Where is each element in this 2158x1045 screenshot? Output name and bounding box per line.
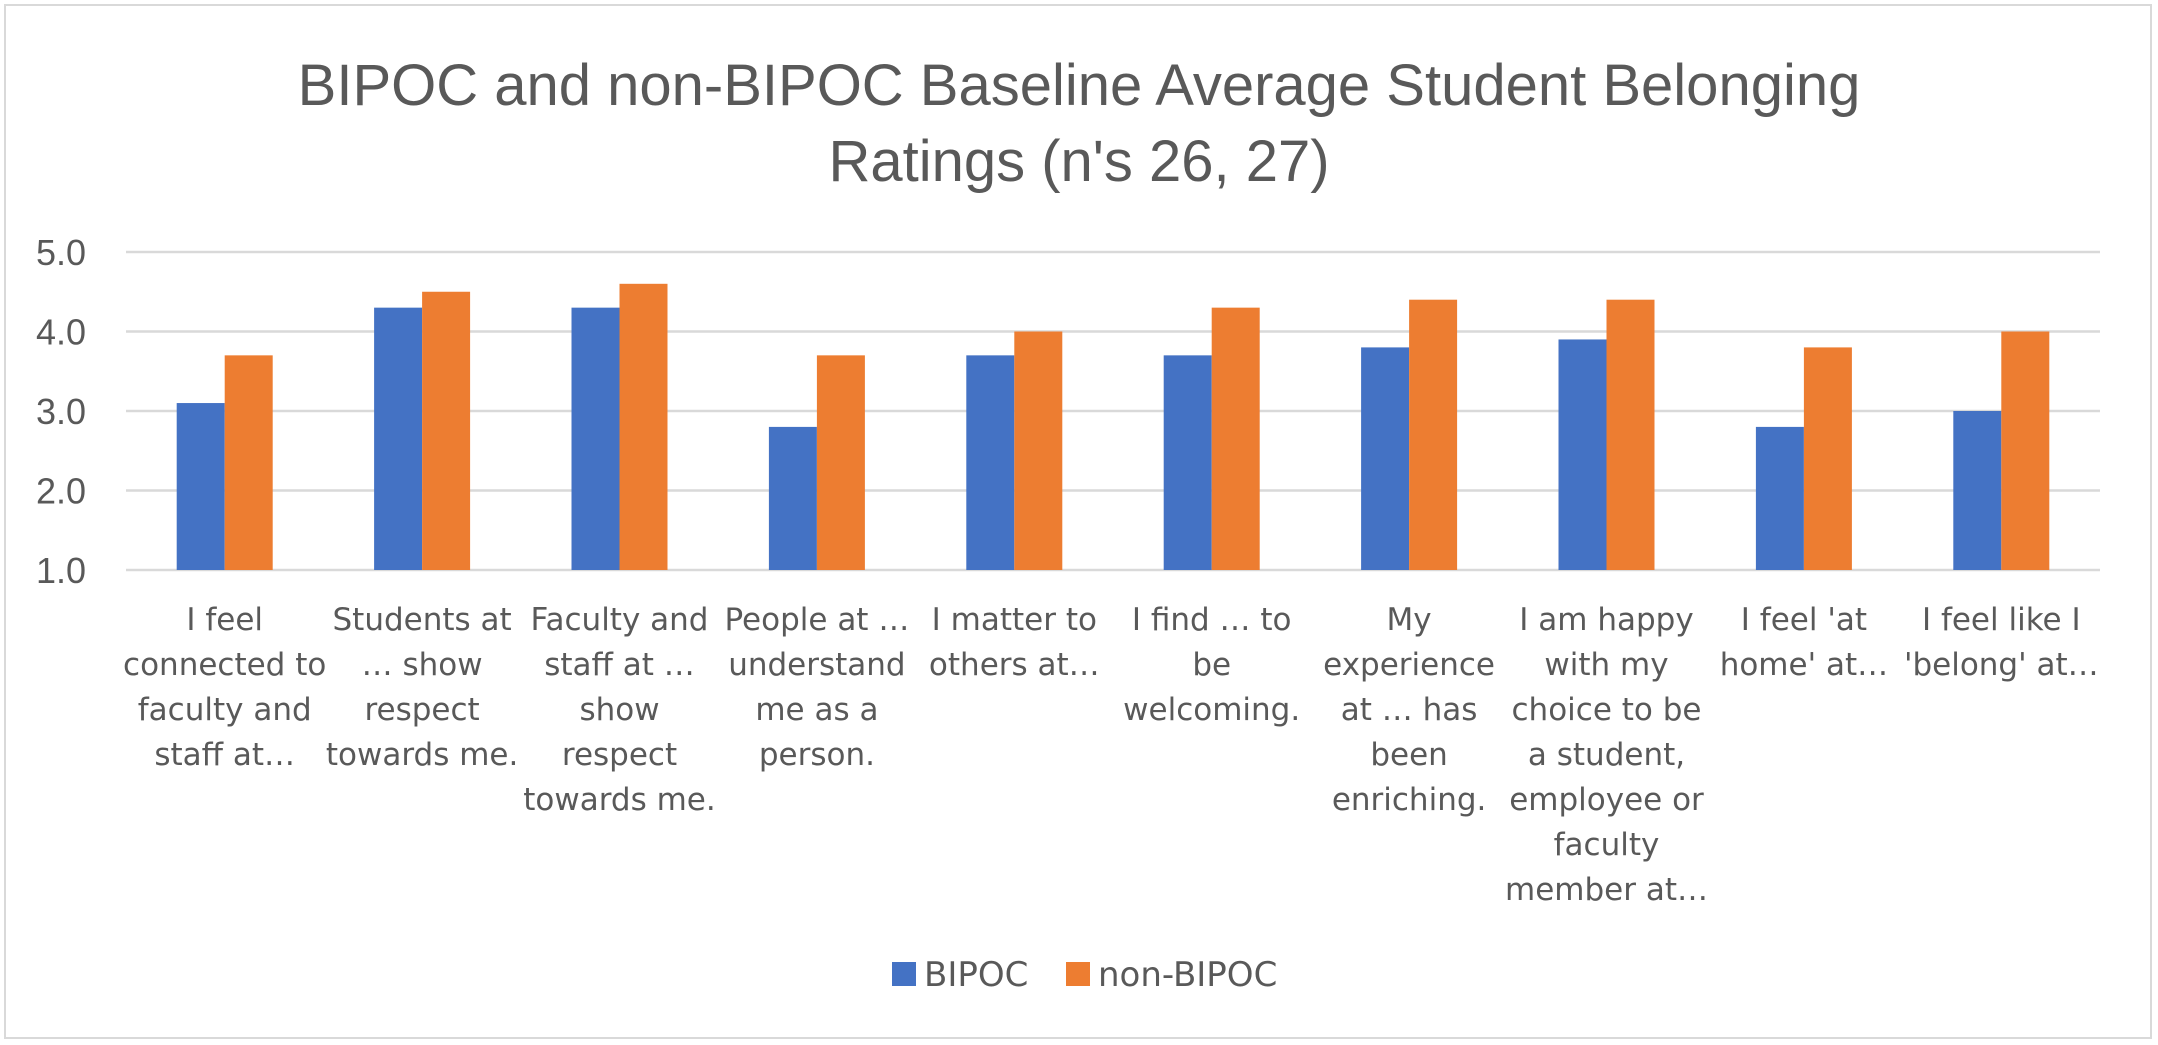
legend: BIPOC non-BIPOC bbox=[892, 955, 1277, 995]
chart-title-line-1: BIPOC and non-BIPOC Baseline Average Stu… bbox=[297, 53, 1861, 118]
bar-non-bipoc bbox=[1606, 299, 1655, 570]
x-category-label: I find … to be welcoming. bbox=[1123, 602, 1300, 728]
x-category-label: I am happy with my choice to be a student, e… bbox=[1505, 602, 1708, 908]
bars bbox=[176, 283, 2050, 570]
y-tick-label: 5.0 bbox=[36, 232, 86, 273]
y-tick-label: 4.0 bbox=[36, 312, 86, 353]
y-tick-label: 2.0 bbox=[36, 471, 86, 512]
bar-bipoc bbox=[1953, 411, 2002, 570]
y-axis-ticks: 1.0 2.0 3.0 4.0 5.0 bbox=[36, 232, 86, 591]
bar-non-bipoc bbox=[1409, 299, 1458, 570]
legend-label-bipoc: BIPOC bbox=[924, 955, 1028, 995]
bar-non-bipoc bbox=[1803, 347, 1852, 570]
bar-bipoc bbox=[374, 307, 423, 570]
bar-bipoc bbox=[1163, 355, 1212, 570]
chart-title: BIPOC and non-BIPOC Baseline Average Stu… bbox=[0, 48, 2158, 200]
bar-bipoc bbox=[1361, 347, 1410, 570]
bar-non-bipoc bbox=[2001, 331, 2050, 570]
bar-non-bipoc bbox=[224, 355, 273, 570]
bar-non-bipoc bbox=[422, 291, 471, 570]
legend-label-non-bipoc: non-BIPOC bbox=[1098, 955, 1277, 995]
bar-bipoc bbox=[1755, 426, 1804, 570]
bar-non-bipoc bbox=[619, 283, 668, 570]
bar-non-bipoc bbox=[1211, 307, 1260, 570]
y-tick-label: 1.0 bbox=[36, 550, 86, 591]
bar-bipoc bbox=[966, 355, 1015, 570]
legend-swatch-non-bipoc bbox=[1066, 962, 1090, 986]
chart-title-line-2: Ratings (n's 26, 27) bbox=[828, 129, 1330, 194]
bar-non-bipoc bbox=[1014, 331, 1063, 570]
x-category-label: I feel 'at home' at… bbox=[1720, 602, 1888, 683]
x-category-label: Faculty and staff at … show respect towards … bbox=[523, 602, 715, 818]
x-category-label: My experience at … has been enriching. bbox=[1323, 602, 1495, 818]
x-category-label: People at … understand me as a person. bbox=[724, 602, 909, 773]
x-category-label: Students at… show respect towards me. bbox=[326, 602, 518, 773]
x-category-label: I matter to others at… bbox=[929, 602, 1100, 683]
bar-bipoc bbox=[571, 307, 620, 570]
x-category-label: I feel like I'belong' at… bbox=[1904, 602, 2099, 683]
y-tick-label: 3.0 bbox=[36, 391, 86, 432]
x-category-label: I feel connected to faculty and staff at… bbox=[123, 602, 326, 773]
bar-bipoc bbox=[768, 426, 817, 570]
x-axis-category-labels: I feel connected to faculty and staff at…St… bbox=[123, 602, 2099, 908]
bar-non-bipoc bbox=[816, 355, 865, 570]
bar-bipoc bbox=[1558, 339, 1607, 570]
legend-swatch-bipoc bbox=[892, 962, 916, 986]
bar-bipoc bbox=[176, 403, 225, 570]
